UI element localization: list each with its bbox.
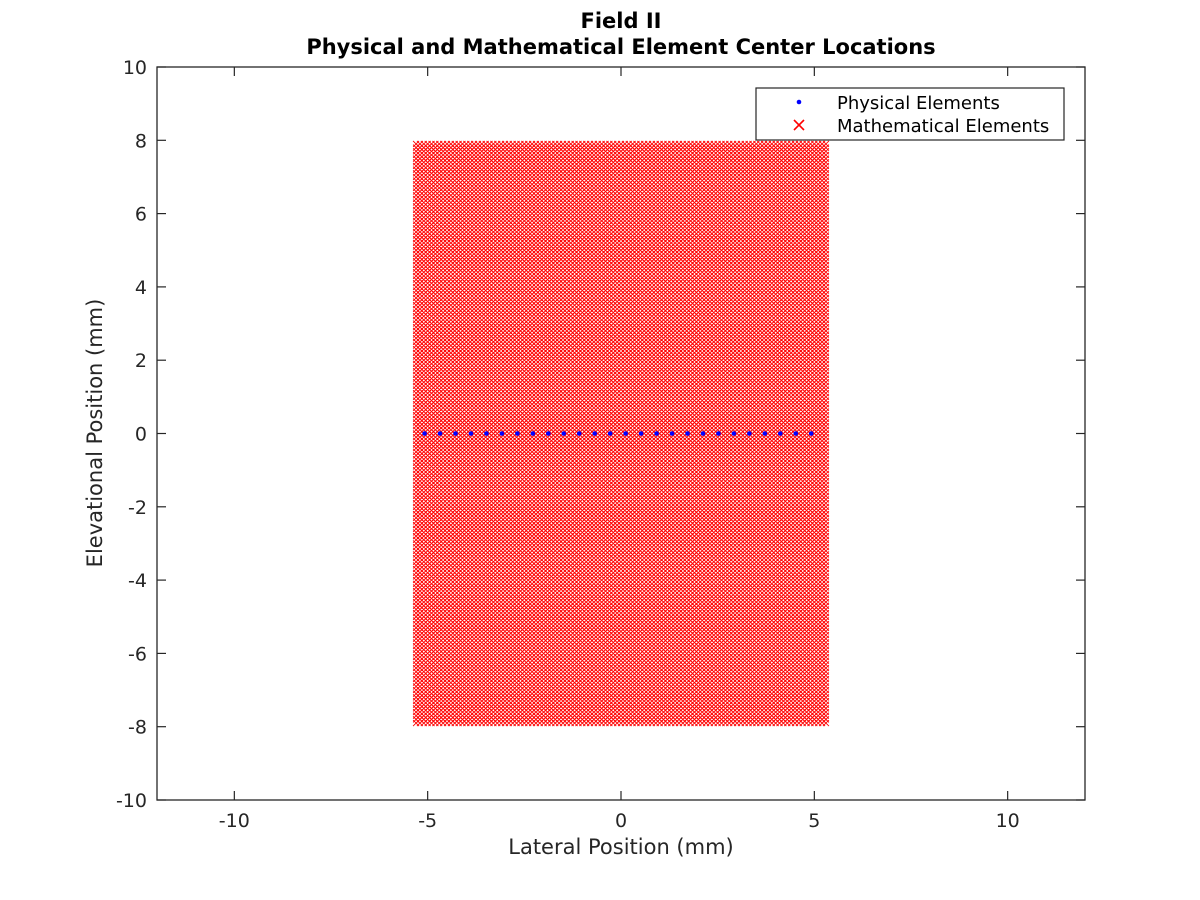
chart-title-line-1: Field II [581, 9, 662, 33]
mathematical-elements-layer [412, 140, 830, 727]
chart-title-line-2: Physical and Mathematical Element Center… [306, 35, 935, 59]
